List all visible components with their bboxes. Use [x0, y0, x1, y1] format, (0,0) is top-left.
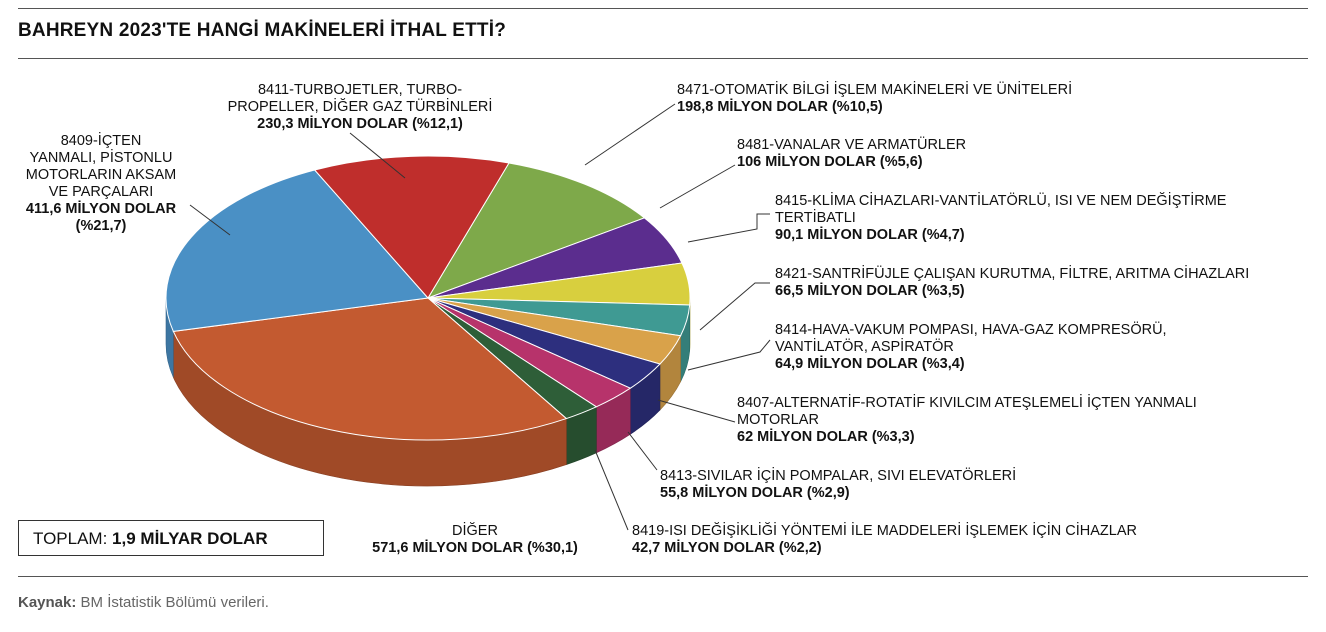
leader-8481 [659, 164, 736, 209]
pie-slice-8409 [165, 169, 429, 332]
label-8411-value: 230,3 MİLYON DOLAR (%12,1) [257, 116, 463, 132]
label-8481: 8481-VANALAR VE ARMATÜRLER 106 MİLYON DO… [737, 137, 1137, 171]
label-8419: 8419-ISI DEĞİŞİKLİĞİ YÖNTEMİ İLE MADDELE… [632, 523, 1232, 557]
source-note: Kaynak: BM İstatistik Bölümü verileri. [18, 594, 269, 611]
label-8407-value: 62 MİLYON DOLAR (%3,3) [737, 429, 915, 445]
leader-8413 [627, 431, 658, 471]
label-8407: 8407-ALTERNATİF-ROTATİF KIVILCIM ATEŞLEM… [737, 395, 1297, 446]
label-8415-name: 8415-KLİMA CİHAZLARI-VANTİLATÖRLÜ, ISI V… [775, 193, 1227, 226]
leader-8421 [699, 282, 770, 331]
label-8415-value: 90,1 MİLYON DOLAR (%4,7) [775, 227, 965, 243]
label-8481-name: 8481-VANALAR VE ARMATÜRLER [737, 137, 967, 153]
leader-8419 [594, 449, 629, 531]
leader-8411 [349, 132, 406, 179]
chart-title: BAHREYN 2023'TE HANGİ MAKİNELERİ İTHAL E… [18, 20, 507, 41]
top-rule [18, 8, 1308, 9]
leader-8415 [687, 213, 770, 243]
source-text: BM İstatistik Bölümü verileri. [76, 594, 269, 611]
total-value: 1,9 MİLYAR DOLAR [112, 529, 268, 548]
label-8414-name: 8414-HAVA-VAKUM POMPASI, HAVA-GAZ KOMPRE… [775, 322, 1167, 355]
label-8481-value: 106 MİLYON DOLAR (%5,6) [737, 154, 923, 170]
total-box: TOPLAM: 1,9 MİLYAR DOLAR [18, 520, 324, 556]
leader-8471 [584, 103, 676, 166]
label-8419-value: 42,7 MİLYON DOLAR (%2,2) [632, 540, 822, 556]
label-8421-value: 66,5 MİLYON DOLAR (%3,5) [775, 283, 965, 299]
pie-slice-8471 [426, 162, 646, 299]
pie-slice-diger [172, 297, 568, 441]
label-8409: 8409-İÇTEN YANMALI, PİSTONLU MOTORLARIN … [16, 133, 186, 235]
leader-lines [189, 103, 771, 531]
bottom-rule [18, 576, 1308, 577]
label-8414: 8414-HAVA-VAKUM POMPASI, HAVA-GAZ KOMPRE… [775, 322, 1315, 373]
label-8413-name: 8413-SIVILAR İÇİN POMPALAR, SIVI ELEVATÖ… [660, 468, 1017, 484]
leader-8414 [687, 339, 771, 371]
label-8471-value: 198,8 MİLYON DOLAR (%10,5) [677, 99, 883, 115]
pie-slices [165, 155, 691, 487]
label-8411-name: 8411-TURBOJETLER, TURBO- PROPELLER, DİĞE… [227, 82, 493, 115]
label-8471: 8471-OTOMATİK BİLGİ İŞLEM MAKİNELERİ VE … [677, 82, 1177, 116]
label-8414-value: 64,9 MİLYON DOLAR (%3,4) [775, 356, 965, 372]
label-8407-name: 8407-ALTERNATİF-ROTATİF KIVILCIM ATEŞLEM… [737, 395, 1197, 428]
title-rule [18, 58, 1308, 59]
label-diger: DİĞER 571,6 MİLYON DOLAR (%30,1) [345, 523, 605, 557]
label-diger-name: DİĞER [452, 523, 498, 539]
label-8411: 8411-TURBOJETLER, TURBO- PROPELLER, DİĞE… [200, 82, 520, 133]
leader-8407 [657, 399, 736, 423]
label-8413-value: 55,8 MİLYON DOLAR (%2,9) [660, 485, 850, 501]
leader-8409 [189, 204, 231, 236]
label-8409-name: 8409-İÇTEN YANMALI, PİSTONLU MOTORLARIN … [25, 133, 177, 200]
label-diger-value: 571,6 MİLYON DOLAR (%30,1) [372, 540, 578, 556]
label-8419-name: 8419-ISI DEĞİŞİKLİĞİ YÖNTEMİ İLE MADDELE… [632, 523, 1137, 539]
label-8421-name: 8421-SANTRİFÜJLE ÇALIŞAN KURUTMA, FİLTRE… [775, 266, 1250, 282]
label-8413: 8413-SIVILAR İÇİN POMPALAR, SIVI ELEVATÖ… [660, 468, 1140, 502]
label-8471-name: 8471-OTOMATİK BİLGİ İŞLEM MAKİNELERİ VE … [677, 82, 1073, 98]
label-8409-value: 411,6 MİLYON DOLAR (%21,7) [25, 201, 177, 234]
total-label: TOPLAM: [33, 529, 113, 548]
label-8415: 8415-KLİMA CİHAZLARI-VANTİLATÖRLÜ, ISI V… [775, 193, 1315, 244]
label-8421: 8421-SANTRİFÜJLE ÇALIŞAN KURUTMA, FİLTRE… [775, 266, 1315, 300]
pie-slice-8411 [313, 155, 510, 299]
source-label: Kaynak: [18, 594, 77, 611]
